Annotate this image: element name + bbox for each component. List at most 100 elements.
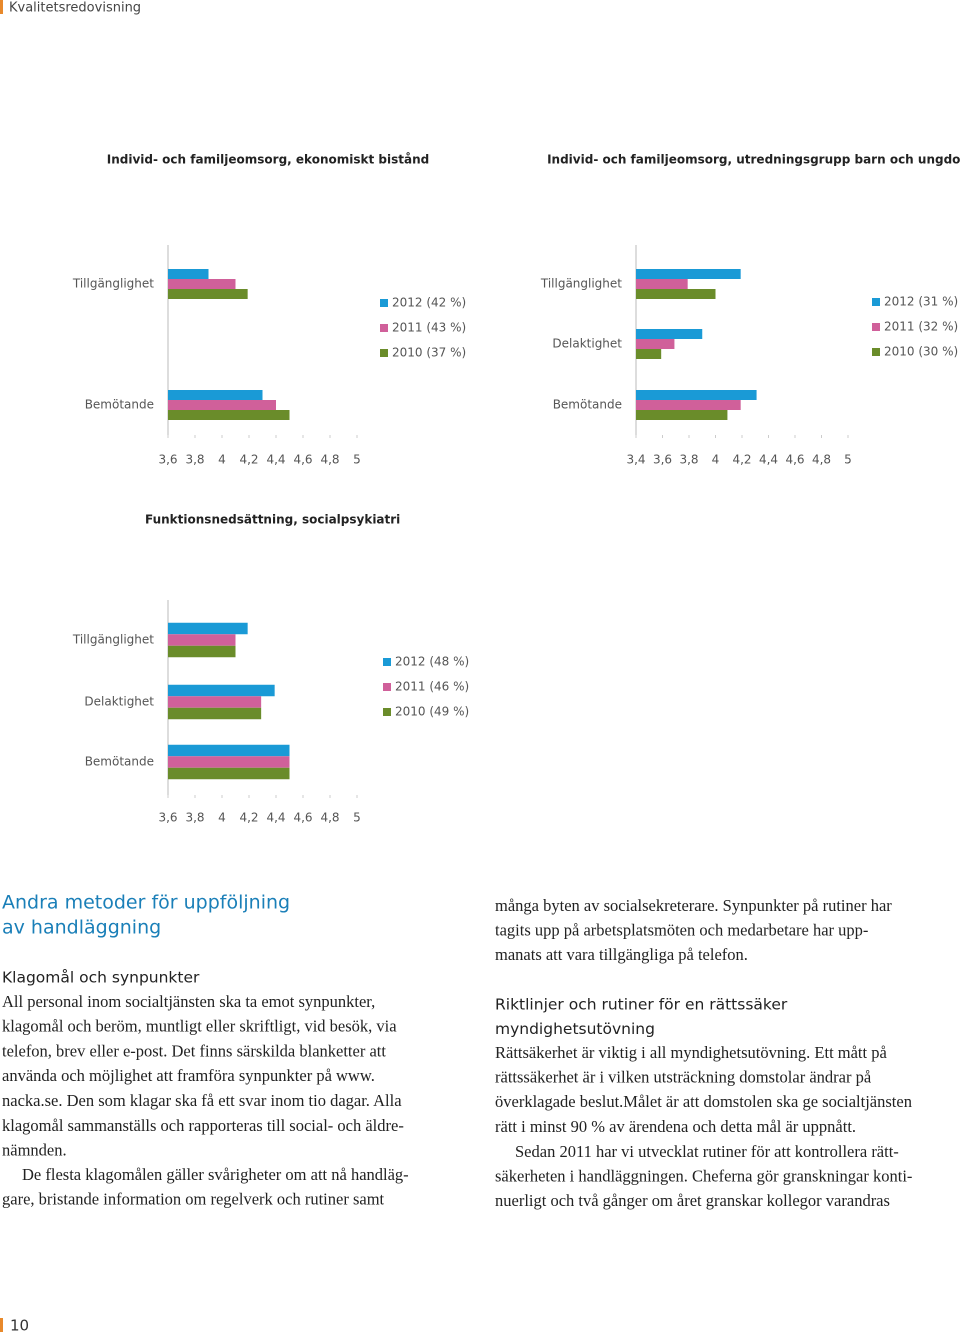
paragraph-line: All personal inom socialtjänsten ska ta … <box>2 992 375 1011</box>
paragraph-line: rätt i minst 90 % av ärendena och detta … <box>495 1117 856 1136</box>
category-label: Tillgänglighet <box>72 633 154 647</box>
bar <box>168 767 290 780</box>
paragraph-line: nacka.se. Den som klagar ska få ett svar… <box>2 1091 402 1110</box>
x-tick-label: 4 <box>712 453 720 467</box>
category-label: Delaktighet <box>552 337 622 351</box>
category-label: Delaktighet <box>84 695 154 709</box>
paragraph-line: nuerligt och två gånger om året granskar… <box>495 1191 890 1210</box>
x-tick-label: 4,2 <box>732 453 751 467</box>
bar <box>168 707 262 720</box>
chart-title: Funktionsnedsättning, socialpsykiatri <box>145 513 400 527</box>
bar <box>168 289 248 299</box>
paragraph-line: klagomål sammanställs och rapporteras ti… <box>2 1116 404 1135</box>
chart-title: Individ- och familjeomsorg, ekonomiskt b… <box>107 153 429 167</box>
legend-label: 2011 (46 %) <box>395 680 469 694</box>
x-tick-label: 4,6 <box>293 453 312 467</box>
legend-label: 2010 (37 %) <box>392 346 466 360</box>
legend-label: 2012 (31 %) <box>884 295 958 309</box>
bar <box>168 634 236 646</box>
x-tick-label: 3,6 <box>653 453 672 467</box>
legend-swatch <box>872 298 880 306</box>
x-tick-label: 3,8 <box>679 453 698 467</box>
bar <box>168 269 209 279</box>
bar <box>636 400 741 410</box>
header-title: Kvalitetsredovisning <box>9 1 141 16</box>
x-tick-label: 4,8 <box>320 811 339 825</box>
legend-swatch <box>380 299 388 307</box>
bar <box>168 756 290 768</box>
paragraph-line: Rättsäkerhet är viktig i all myndighetsu… <box>495 1043 887 1062</box>
section-heading: Andra metoder för uppföljning <box>2 892 290 914</box>
paragraph-line: rättssäkerhet är i vilken utsträckning d… <box>495 1067 872 1086</box>
bar <box>168 279 236 289</box>
x-tick-label: 4,8 <box>320 453 339 467</box>
subheading: myndighetsutövning <box>495 1020 655 1038</box>
paragraph-line: nämnden. <box>2 1141 67 1160</box>
legend-label: 2012 (42 %) <box>392 296 466 310</box>
bar <box>636 279 688 289</box>
x-tick-label: 4,8 <box>812 453 831 467</box>
x-tick-label: 3,4 <box>626 453 645 467</box>
x-tick-label: 5 <box>353 811 361 825</box>
legend-label: 2010 (49 %) <box>395 705 469 719</box>
x-tick-label: 3,8 <box>185 453 204 467</box>
paragraph-line: manats att vara tillgängliga på telefon. <box>495 945 748 964</box>
category-label: Bemötande <box>85 755 154 769</box>
bar <box>168 390 263 400</box>
bar <box>168 684 275 697</box>
category-label: Tillgänglighet <box>72 277 154 291</box>
x-tick-label: 4,4 <box>266 453 285 467</box>
paragraph-line: Sedan 2011 har vi utvecklat rutiner för … <box>515 1142 899 1161</box>
legend-swatch <box>380 349 388 357</box>
bar <box>636 390 757 400</box>
paragraph-line: De flesta klagomålen gäller svårigheter … <box>22 1165 409 1184</box>
legend-swatch <box>872 323 880 331</box>
legend-label: 2012 (48 %) <box>395 655 469 669</box>
paragraph-line: gare, bristande information om regelverk… <box>2 1190 385 1209</box>
header-bar <box>0 0 3 14</box>
legend-swatch <box>383 683 391 691</box>
legend-swatch <box>383 658 391 666</box>
legend-swatch <box>872 348 880 356</box>
x-tick-label: 4,2 <box>239 453 258 467</box>
x-tick-label: 4 <box>218 453 226 467</box>
chart-title: Individ- och familjeomsorg, utredningsgr… <box>547 153 960 167</box>
bar <box>168 400 276 410</box>
category-label: Bemötande <box>553 398 622 412</box>
bar <box>636 289 716 299</box>
x-tick-label: 3,6 <box>158 453 177 467</box>
paragraph-line: säkerheten i handläggningen. Cheferna gö… <box>495 1166 912 1185</box>
bar <box>168 645 236 658</box>
legend-label: 2011 (32 %) <box>884 320 958 334</box>
bar <box>168 622 248 635</box>
subheading: Klagomål och synpunkter <box>2 969 200 987</box>
paragraph-line: tagits upp på arbetsplatsmöten och medar… <box>495 920 868 939</box>
bar <box>636 269 741 279</box>
bar <box>168 410 290 420</box>
subheading: Riktlinjer och rutiner för en rättssäker <box>495 996 788 1014</box>
legend-swatch <box>380 324 388 332</box>
bar <box>636 339 675 349</box>
bar <box>636 349 662 359</box>
paragraph-line: klagomål och beröm, muntligt eller skrif… <box>2 1017 397 1036</box>
x-tick-label: 4,2 <box>239 811 258 825</box>
section-heading: av handläggning <box>2 917 161 939</box>
paragraph-line: många byten av socialsekreterare. Synpun… <box>495 896 892 915</box>
x-tick-label: 3,6 <box>158 811 177 825</box>
paragraph-line: telefon, brev eller e-post. Det finns sä… <box>2 1041 386 1060</box>
category-label: Bemötande <box>85 398 154 412</box>
x-tick-label: 5 <box>844 453 852 467</box>
bar <box>168 696 262 708</box>
page-number: 10 <box>10 1317 29 1335</box>
paragraph-line: överklagade beslut.Målet är att domstole… <box>495 1092 912 1111</box>
x-tick-label: 4,4 <box>266 811 285 825</box>
bar <box>636 329 703 339</box>
x-tick-label: 4,6 <box>293 811 312 825</box>
paragraph-line: använda och möjlighet att framföra synpu… <box>2 1066 375 1085</box>
bar <box>636 410 728 420</box>
x-tick-label: 3,8 <box>185 811 204 825</box>
bar <box>168 744 290 757</box>
category-label: Tillgänglighet <box>540 277 622 291</box>
legend-label: 2011 (43 %) <box>392 321 466 335</box>
